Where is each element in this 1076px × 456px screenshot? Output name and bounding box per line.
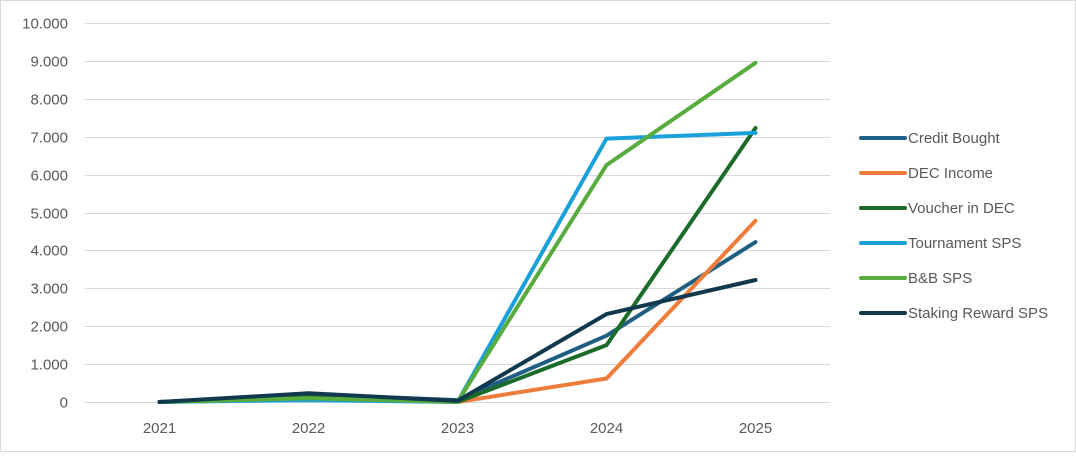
legend-label: Voucher in DEC [908, 200, 1015, 217]
series-lines [157, 60, 758, 404]
y-tick-label: 0 [60, 395, 68, 412]
y-tick-label: 3.000 [30, 281, 68, 298]
y-tick-label: 7.000 [30, 130, 68, 147]
y-tick-label: 8.000 [30, 92, 68, 109]
series-line [157, 60, 758, 404]
x-tick-label: 2021 [143, 420, 176, 437]
x-axis-tick-labels: 2021 2022 2023 2024 2025 [143, 420, 772, 437]
series-line [157, 218, 758, 404]
y-tick-label: 1.000 [30, 357, 68, 374]
y-axis-tick-labels: 0 1.000 2.000 3.000 4.000 5.000 6.000 7.000 8.00… [22, 16, 68, 412]
y-tick-label: 2.000 [30, 319, 68, 336]
y-tick-label: 4.000 [30, 243, 68, 260]
x-tick-label: 2024 [590, 420, 623, 437]
series-line [157, 240, 758, 404]
series-line [157, 278, 758, 404]
gridlines [85, 23, 830, 403]
legend-label: Credit Bought [908, 130, 1001, 147]
legend-label: B&B SPS [908, 270, 972, 287]
x-tick-label: 2023 [441, 420, 474, 437]
legend-label: Tournament SPS [908, 235, 1021, 252]
y-tick-label: 6.000 [30, 168, 68, 185]
legend-label: Staking Reward SPS [908, 305, 1048, 322]
series-line [157, 126, 758, 404]
y-tick-label: 5.000 [30, 206, 68, 223]
series-line [157, 130, 758, 404]
legend-label: DEC Income [908, 165, 993, 182]
y-tick-label: 9.000 [30, 54, 68, 71]
x-tick-label: 2025 [739, 420, 772, 437]
x-tick-label: 2022 [292, 420, 325, 437]
legend: Credit Bought DEC Income Voucher in DEC Tou… [859, 130, 1048, 322]
y-tick-label: 10.000 [22, 16, 68, 33]
